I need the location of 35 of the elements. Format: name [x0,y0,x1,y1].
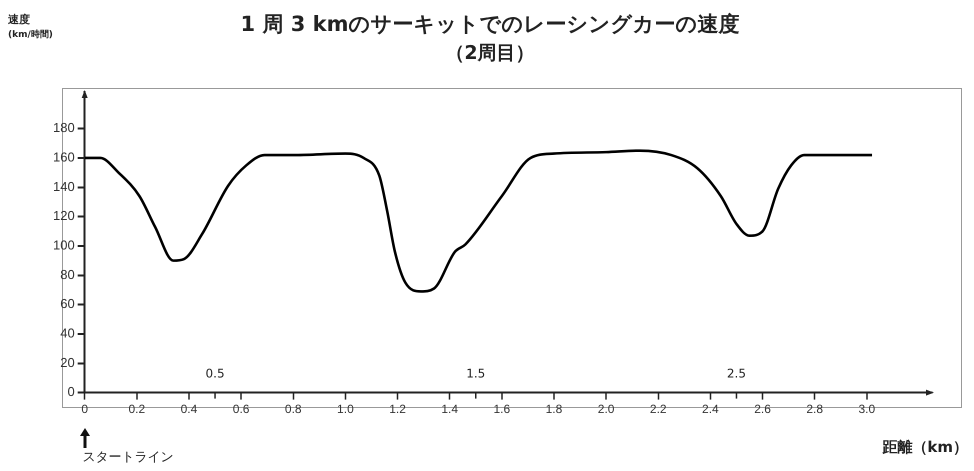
y-tick-label: 60 [60,296,75,312]
x2-tick-label: 1.5 [466,366,486,381]
x2-tick-label: 0.5 [206,366,225,381]
x-tick-label: 1.8 [546,402,563,416]
y-tick-label: 160 [52,150,75,165]
x-tick-label: 2.0 [598,402,615,416]
x-tick-label: 0 [81,402,88,416]
x-tick-label: 1.2 [389,402,406,416]
x-tick-label: 1.4 [441,402,458,416]
y-tick-label: 0 [67,384,75,400]
y-tick-label: 180 [52,120,75,136]
x-tick-label: 0.8 [284,402,302,416]
y-tick-label: 40 [60,326,75,341]
y-tick-label: 80 [60,266,75,282]
y-tick-label: 140 [52,178,75,194]
x-tick-label: 0.6 [232,402,250,416]
line-series [84,149,874,293]
y-tick-label: 100 [52,238,75,253]
y-tick-label: 120 [52,208,75,224]
x-tick-label: 1.6 [493,402,510,416]
x-tick-label: 2.6 [754,402,772,416]
chart-subtitle: （2周目） [444,41,536,66]
x-axis-title: 距離（km） [882,438,968,457]
x-tick-label: 2.8 [806,402,824,416]
x-tick-label: 0.4 [180,402,198,416]
text: スタートライン [82,449,174,466]
x-tick-label: 3.0 [858,402,876,416]
x-tick-label: 2.2 [650,402,667,416]
x-tick-label: 0.2 [128,402,146,416]
chart-title: 1 周 3 kmのサーキットでのレーシングカーの速度 [239,11,740,38]
x-tick-label: 1.0 [337,402,354,416]
y-tick-label: 20 [60,354,75,370]
y-axis-title: 速度 (km/時間) [8,12,54,41]
x2-tick-label: 2.5 [726,366,746,381]
x-tick-label: 2.4 [702,402,720,416]
